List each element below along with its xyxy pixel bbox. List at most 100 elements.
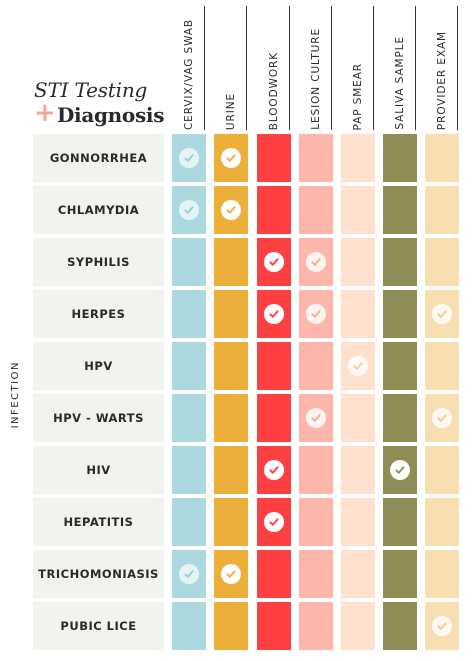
matrix-cell (257, 446, 291, 494)
matrix-cell (341, 498, 375, 546)
matrix-cell (341, 342, 375, 390)
column-header-label: PAP SMEAR (352, 62, 364, 130)
checkmark-icon (432, 408, 452, 428)
matrix-cell (172, 342, 206, 390)
matrix-cell (257, 602, 291, 650)
matrix-cell (383, 238, 417, 286)
matrix-cell (425, 342, 459, 390)
matrix-cell (299, 446, 333, 494)
column-header-label: URINE (225, 92, 237, 130)
checkmark-icon (264, 304, 284, 324)
matrix-cell (299, 602, 333, 650)
column-header-label: SALIVA SAMPLE (394, 36, 406, 130)
matrix-cell (299, 394, 333, 442)
matrix-cell (257, 550, 291, 598)
checkmark-icon (179, 564, 199, 584)
column-header: CERVIX/VAG SWAB (178, 6, 200, 130)
matrix-cell (299, 342, 333, 390)
matrix-cell (383, 498, 417, 546)
checkmark-icon (179, 200, 199, 220)
checkmark-icon (264, 512, 284, 532)
matrix-cell (257, 238, 291, 286)
column-divider (331, 6, 332, 130)
column-divider (204, 6, 205, 130)
matrix-cell (299, 238, 333, 286)
matrix-cell (214, 498, 248, 546)
matrix-cell (214, 186, 248, 234)
infection-row-label: TRICHOMONIASIS (33, 550, 164, 598)
matrix-cell (341, 602, 375, 650)
matrix-cell (257, 498, 291, 546)
matrix-cell (341, 550, 375, 598)
matrix-cell (383, 186, 417, 234)
column-header-label: CERVIX/VAG SWAB (183, 18, 195, 130)
column-divider (457, 6, 458, 130)
infection-row-label: HPV (33, 342, 164, 390)
checkmark-icon (221, 200, 241, 220)
matrix-cell (383, 342, 417, 390)
checkmark-icon (306, 252, 326, 272)
matrix-cell (172, 238, 206, 286)
matrix-cell (425, 290, 459, 338)
matrix-cell (299, 134, 333, 182)
matrix-cell (299, 550, 333, 598)
checkmark-icon (221, 148, 241, 168)
matrix-cell (425, 394, 459, 442)
column-header-label: PROVIDER EXAM (436, 30, 448, 130)
matrix-cell (341, 134, 375, 182)
matrix-cell (214, 342, 248, 390)
column-header-label: LESION CULTURE (310, 28, 322, 130)
matrix-cell (383, 446, 417, 494)
matrix-cell (214, 446, 248, 494)
column-header: BLOODWORK (263, 6, 285, 130)
infection-axis-label: INFECTION (8, 355, 22, 435)
matrix-cell (172, 394, 206, 442)
column-header-label: BLOODWORK (268, 51, 280, 130)
matrix-cell (425, 446, 459, 494)
matrix-cell (172, 290, 206, 338)
title-line-1: STI Testing (34, 78, 148, 102)
checkmark-icon (179, 148, 199, 168)
matrix-cell (383, 602, 417, 650)
matrix-cell (341, 394, 375, 442)
column-header: URINE (220, 6, 242, 130)
infection-row-label: HEPATITIS (33, 498, 164, 546)
matrix-cell (172, 446, 206, 494)
checkmark-icon (264, 460, 284, 480)
matrix-cell (172, 186, 206, 234)
matrix-cell (425, 602, 459, 650)
matrix-cell (214, 238, 248, 286)
matrix-cell (257, 342, 291, 390)
matrix-cell (257, 290, 291, 338)
matrix-cell (425, 134, 459, 182)
matrix-cell (341, 186, 375, 234)
checkmark-icon (264, 252, 284, 272)
column-header: SALIVA SAMPLE (389, 6, 411, 130)
infection-row-label: GONNORRHEA (33, 134, 164, 182)
matrix-cell (299, 290, 333, 338)
matrix-cell (257, 186, 291, 234)
matrix-cell (214, 290, 248, 338)
matrix-cell (214, 550, 248, 598)
matrix-cell (425, 550, 459, 598)
column-header: LESION CULTURE (305, 6, 327, 130)
checkmark-icon (306, 304, 326, 324)
checkmark-icon (221, 564, 241, 584)
matrix-cell (172, 134, 206, 182)
matrix-cell (214, 394, 248, 442)
matrix-cell (383, 134, 417, 182)
matrix-cell (214, 134, 248, 182)
column-divider (246, 6, 247, 130)
column-divider (289, 6, 290, 130)
matrix-cell (425, 238, 459, 286)
matrix-cell (383, 290, 417, 338)
matrix-cell (341, 238, 375, 286)
infection-row-label: HIV (33, 446, 164, 494)
infection-row-label: HPV - WARTS (33, 394, 164, 442)
infection-row-label: SYPHILIS (33, 238, 164, 286)
column-divider (415, 6, 416, 130)
matrix-cell (172, 498, 206, 546)
matrix-cell (172, 602, 206, 650)
matrix-cell (341, 290, 375, 338)
matrix-cell (172, 550, 206, 598)
